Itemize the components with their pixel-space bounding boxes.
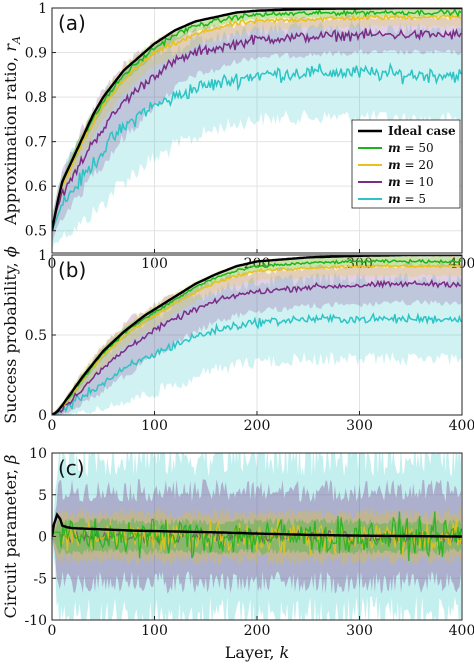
panel-label: (c) (58, 456, 85, 480)
x-tick-label: 400 (449, 623, 474, 639)
y-tick-label: -10 (24, 613, 47, 629)
legend: Ideal case m = 50 m = 20 m = 10 m = 5 (351, 119, 461, 209)
band-m10 (52, 14, 462, 244)
plot-area (52, 8, 462, 250)
series-line-m5 (52, 61, 462, 231)
y-tick-label: 0.5 (25, 328, 47, 344)
band-m5 (52, 272, 462, 415)
y-tick-label: 1 (38, 248, 47, 264)
y-tick-label: 0 (38, 408, 47, 424)
x-axis-label: Layer, k (225, 643, 289, 662)
y-tick-label: 0.5 (25, 224, 47, 240)
x-tick-label: 100 (141, 418, 168, 434)
y-tick-label: 0.6 (25, 179, 47, 195)
y-tick-label: 0.7 (25, 135, 47, 151)
y-tick-label: 0 (38, 530, 47, 546)
series-line-m10 (52, 278, 462, 415)
x-tick-label: 400 (449, 256, 474, 272)
series-line-m20 (52, 12, 462, 231)
y-axis-label: Circuit parameter, β (1, 455, 20, 619)
y-tick-label: 1 (38, 1, 47, 17)
panel-label: (b) (58, 258, 86, 282)
series-line-m50 (52, 511, 462, 562)
series-line-m20 (52, 263, 462, 415)
x-tick-label: 300 (346, 623, 373, 639)
series-line-m10 (52, 27, 462, 231)
legend-label: Ideal case (388, 124, 456, 138)
y-tick-label: 0.8 (25, 90, 47, 106)
y-tick-label: -5 (33, 571, 47, 587)
x-tick-label: 300 (346, 418, 373, 434)
panel-2: 0 100 200 300 400 0 0.5 1 (b) Success probability… (1, 246, 474, 434)
band-m10 (52, 261, 462, 415)
legend-label: m = 50 (388, 141, 434, 155)
x-tick-label: 0 (48, 418, 57, 434)
legend-label: m = 20 (388, 158, 434, 172)
series-line-m50 (52, 8, 462, 231)
legend-label: m = 5 (388, 192, 426, 206)
x-tick-label: 400 (449, 418, 474, 434)
plot-area (52, 453, 462, 620)
x-tick-label: 200 (244, 418, 271, 434)
panel-1: 0 100 200 300 4000.50.60.70.80.91(a)Approxim… (1, 1, 474, 272)
legend-label: m = 10 (388, 175, 434, 189)
panel-label: (a) (58, 11, 86, 35)
x-tick-label: 0 (48, 623, 57, 639)
x-tick-label: 100 (141, 623, 168, 639)
y-tick-label: 5 (38, 488, 47, 504)
series-line-ideal (52, 512, 462, 538)
x-tick-label: 200 (244, 623, 271, 639)
panel-3: 0 100 200 300 400 -10 -5 0 5 10 (c) Circuit paramet… (1, 446, 474, 662)
series-line-m5 (52, 312, 462, 415)
band-m20 (52, 255, 462, 415)
y-axis-label: Approximation ratio, rA (1, 36, 23, 226)
y-tick-label: 0.9 (25, 46, 47, 62)
y-axis-label: Success probability, ϕ (1, 246, 20, 424)
y-tick-label: 10 (29, 446, 47, 462)
